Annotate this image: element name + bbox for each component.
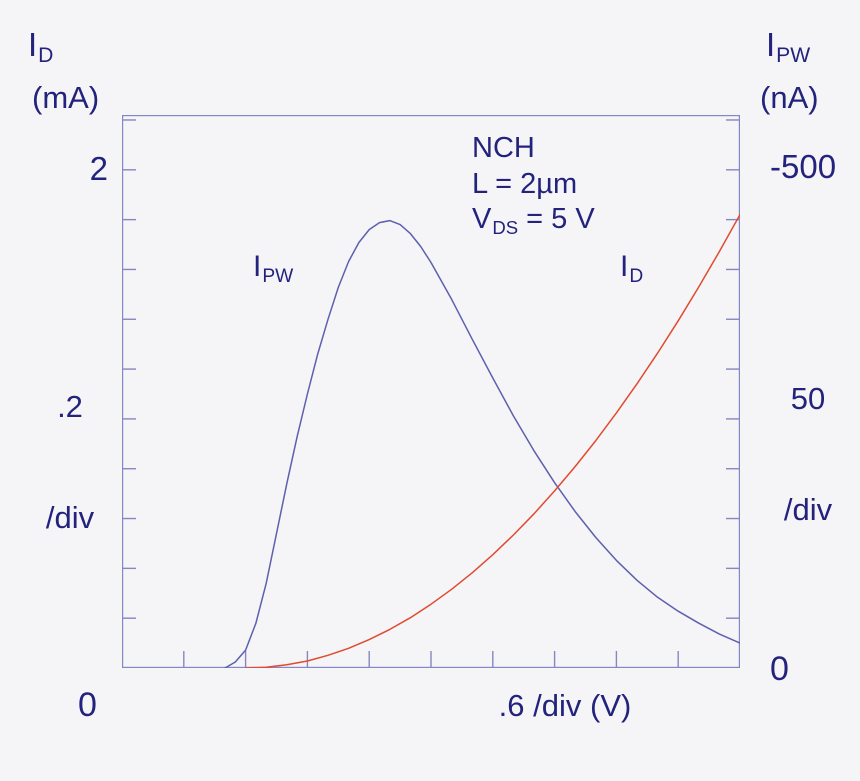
curve-label-ipw-sub: PW bbox=[262, 265, 294, 287]
origin-label-right: 0 bbox=[770, 650, 789, 688]
left-axis-scale: .2 /div bbox=[15, 314, 125, 610]
inset-device-type: NCH bbox=[472, 132, 535, 164]
x-axis-scale-label: .6 /div (V) bbox=[498, 688, 632, 723]
curve-i_d bbox=[244, 213, 740, 668]
right-axis-symbol-sub: PW bbox=[776, 44, 811, 68]
left-axis-scale-value: .2 bbox=[57, 389, 83, 424]
left-axis-unit: (mA) bbox=[32, 80, 100, 115]
curve-label-id-symbol: I bbox=[620, 250, 629, 283]
inset-channel-length: L = 2µm bbox=[472, 168, 578, 200]
right-axis-scale: 50 /div bbox=[758, 306, 858, 602]
left-axis-title: ID bbox=[28, 26, 53, 69]
right-axis-top-tick-label: -500 bbox=[770, 148, 837, 185]
origin-label-left: 0 bbox=[78, 686, 97, 724]
inset-vds-symbol: V bbox=[472, 203, 492, 235]
left-axis-scale-word: /div bbox=[45, 500, 95, 535]
left-axis-symbol: I bbox=[28, 26, 38, 63]
curve-label-ipw: IPW bbox=[253, 250, 293, 288]
curve-i_pw bbox=[224, 219, 740, 668]
inset-vds-value: = 5 V bbox=[518, 203, 595, 235]
plot-frame bbox=[122, 115, 740, 668]
right-axis-unit: (nA) bbox=[760, 80, 819, 115]
curve-label-id: ID bbox=[620, 250, 643, 288]
right-axis-scale-value: 50 bbox=[790, 381, 826, 416]
right-axis-symbol: I bbox=[766, 26, 776, 63]
inset-vds-condition: VDS = 5 V bbox=[472, 203, 595, 238]
plot-area bbox=[122, 115, 740, 668]
curve-label-ipw-symbol: I bbox=[253, 250, 262, 283]
inset-vds-sub: DS bbox=[492, 216, 519, 238]
right-axis-scale-word: /div bbox=[783, 492, 833, 527]
left-axis-symbol-sub: D bbox=[38, 44, 54, 68]
curve-label-id-sub: D bbox=[629, 265, 644, 287]
left-axis-top-tick-label: 2 bbox=[89, 150, 108, 187]
right-axis-title: IPW bbox=[766, 26, 810, 69]
